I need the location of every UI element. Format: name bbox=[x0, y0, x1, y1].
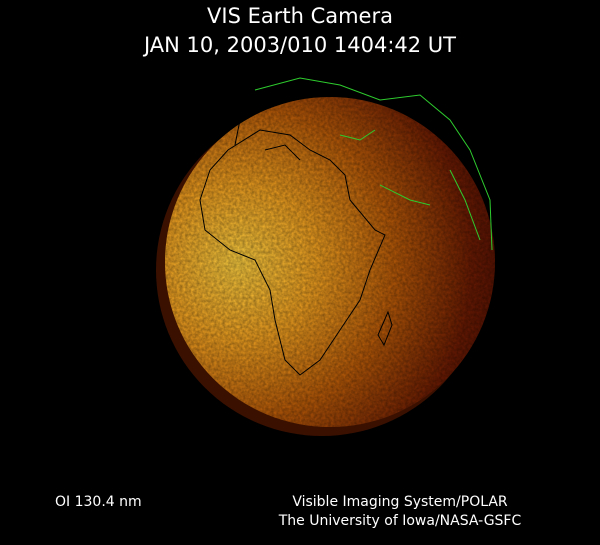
coastline-africa bbox=[199, 129, 386, 376]
coastline-madagascar bbox=[377, 310, 393, 347]
image-title: VIS Earth Camera bbox=[207, 4, 393, 28]
credit-line-2: The University of Iowa/NASA-GSFC bbox=[278, 513, 522, 529]
wavelength-label: OI 130.4 nm bbox=[55, 494, 142, 510]
coastline-asia bbox=[254, 77, 493, 251]
globe-texture bbox=[165, 97, 495, 427]
coastline-europe bbox=[234, 89, 301, 161]
credit-line-1: Visible Imaging System/POLAR bbox=[292, 494, 508, 510]
image-timestamp: JAN 10, 2003/010 1404:42 UT bbox=[143, 33, 457, 57]
